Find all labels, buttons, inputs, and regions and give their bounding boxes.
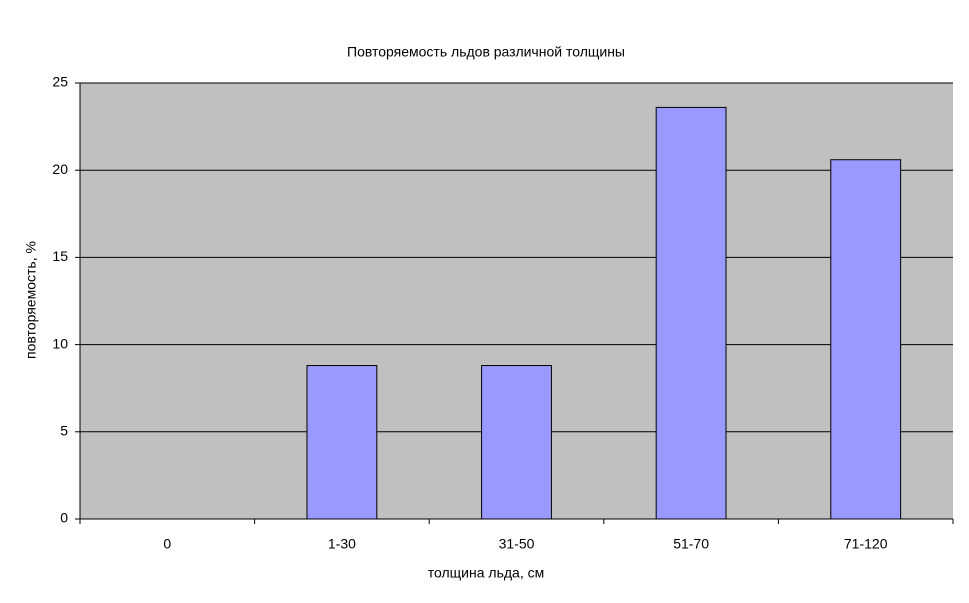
y-tick-label: 10 — [52, 335, 68, 351]
y-tick-label: 15 — [52, 248, 68, 264]
bar — [655, 106, 727, 520]
x-tick-label: 31-50 — [499, 536, 535, 552]
x-tick-label: 51-70 — [673, 536, 709, 552]
y-tick-label: 25 — [52, 74, 68, 90]
chart-title: Повторяемость льдов различной толщины — [347, 44, 625, 60]
x-tick-label: 0 — [163, 536, 171, 552]
y-tick-label: 20 — [52, 161, 68, 177]
x-tick-label: 71-120 — [844, 536, 888, 552]
x-tick-label: 1-30 — [328, 536, 356, 552]
bar — [481, 365, 552, 520]
x-axis-label: толщина льда, см — [428, 565, 544, 581]
bar — [830, 159, 902, 520]
y-tick-label: 5 — [60, 423, 68, 439]
y-axis-label: повторяемость, % — [23, 241, 39, 359]
y-tick-label: 0 — [60, 510, 68, 526]
bar — [306, 365, 378, 520]
